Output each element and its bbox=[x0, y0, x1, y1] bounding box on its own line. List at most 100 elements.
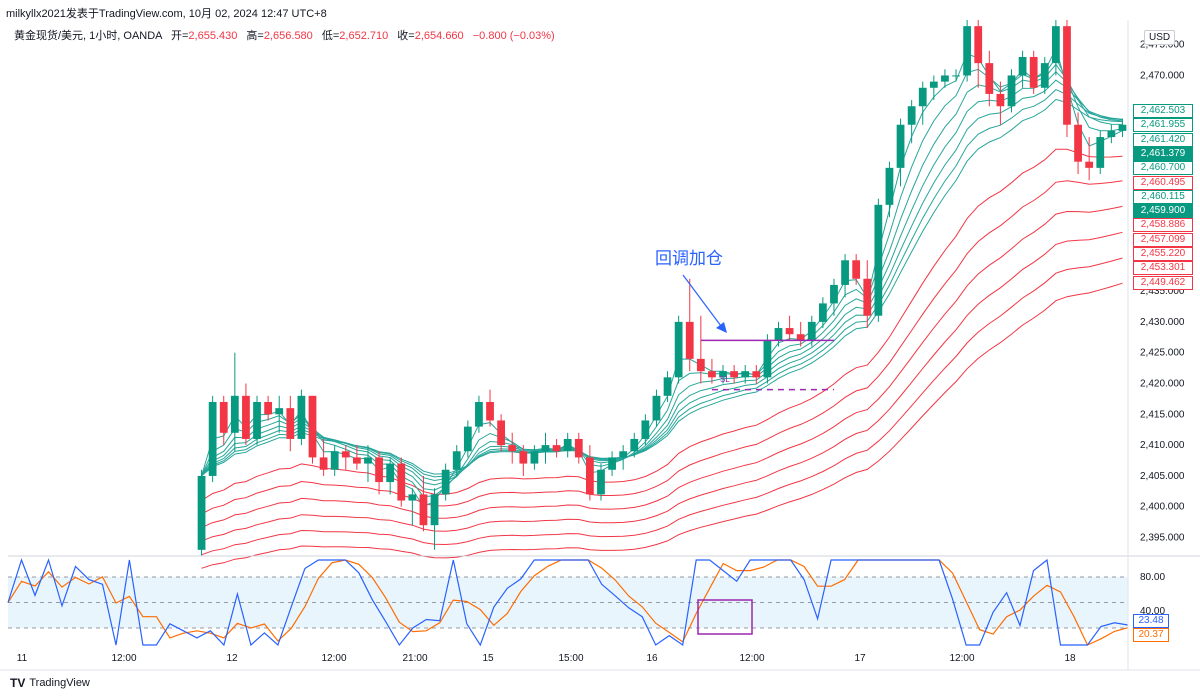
candle-body bbox=[508, 445, 517, 452]
annotation-text[interactable]: 回调加仓 bbox=[655, 249, 723, 269]
candle-body bbox=[1074, 124, 1082, 162]
ema-slow-line bbox=[201, 231, 1123, 542]
candle-body bbox=[985, 63, 994, 94]
low-label: 低= bbox=[321, 30, 340, 42]
price-tick-label: 2,405.000 bbox=[1140, 471, 1185, 482]
time-tick-label: 15 bbox=[482, 653, 494, 664]
footer-brand[interactable]: TV TradingView bbox=[10, 676, 90, 690]
candle-body bbox=[1007, 75, 1016, 107]
candle-body bbox=[286, 408, 295, 439]
price-tick-label: 2,395.000 bbox=[1140, 533, 1185, 544]
candle-body bbox=[874, 204, 883, 316]
price-tag: 2,457.099 bbox=[1133, 232, 1193, 247]
price-tag: 2,453.301 bbox=[1133, 261, 1193, 276]
candle-body bbox=[419, 494, 428, 526]
candle-body bbox=[719, 371, 727, 378]
candle-body bbox=[641, 420, 650, 439]
ema-fast-line bbox=[201, 71, 1123, 486]
ema-fast-line bbox=[201, 98, 1123, 477]
price-tick-label: 2,415.000 bbox=[1140, 409, 1185, 420]
time-tick-label: 15:00 bbox=[558, 653, 583, 664]
candle-body bbox=[1018, 56, 1027, 76]
ema-slow-line bbox=[201, 180, 1123, 515]
candle-body bbox=[785, 328, 794, 335]
price-tick-label: 2,435.000 bbox=[1140, 286, 1185, 297]
change-value: −0.800 (−0.03%) bbox=[472, 30, 555, 42]
candle-body bbox=[685, 321, 694, 359]
candle-body bbox=[585, 457, 594, 495]
chart-drawings bbox=[682, 274, 834, 391]
symbol-legend[interactable]: 黄金现货/美元, 1小时, OANDA 开=2,655.430 高=2,656.… bbox=[14, 27, 555, 43]
candle-body bbox=[763, 340, 772, 378]
time-tick-label: 18 bbox=[1064, 653, 1076, 664]
candle-body bbox=[1051, 26, 1060, 64]
candle-body bbox=[1029, 56, 1038, 88]
ema-ribbon-slow bbox=[201, 148, 1123, 569]
candle-body bbox=[696, 358, 705, 372]
price-tag: 2,460.115 bbox=[1133, 189, 1193, 204]
oscillator-value-tag: 20.37 bbox=[1133, 628, 1169, 642]
candle-body bbox=[619, 451, 628, 458]
open-value: 2,655.430 bbox=[188, 30, 238, 42]
candle-body bbox=[319, 457, 328, 470]
high-label: 高= bbox=[246, 30, 264, 42]
price-tick-label: 2,400.000 bbox=[1140, 502, 1185, 513]
ema-fast-line bbox=[201, 79, 1123, 482]
candle-body bbox=[364, 457, 372, 464]
high-value: 2,656.580 bbox=[263, 30, 313, 42]
candle-body bbox=[941, 75, 949, 82]
close-label: 收= bbox=[397, 30, 415, 42]
time-tick-label: 21:00 bbox=[402, 653, 427, 664]
price-tick-label: 2,475.000 bbox=[1140, 40, 1185, 51]
candlestick-series bbox=[197, 20, 1127, 556]
candle-body bbox=[608, 457, 616, 470]
symbol-name[interactable]: 黄金现货/美元, 1小时, OANDA bbox=[14, 30, 162, 42]
candle-body bbox=[497, 420, 506, 446]
ema-ribbon-fast bbox=[201, 47, 1123, 508]
price-tag: 2,449.462 bbox=[1133, 275, 1193, 290]
time-tick-label: 12:00 bbox=[111, 653, 136, 664]
low-value: 2,652.710 bbox=[339, 30, 389, 42]
ema-fast-line bbox=[201, 63, 1123, 491]
price-tick-label: 2,410.000 bbox=[1140, 440, 1185, 451]
tradingview-logo-icon: TV bbox=[10, 676, 26, 690]
time-tick-label: 12:00 bbox=[949, 653, 974, 664]
ema-slow-line bbox=[201, 205, 1123, 529]
candle-body bbox=[253, 401, 261, 439]
candle-body bbox=[630, 438, 639, 452]
candle-body bbox=[1118, 124, 1127, 131]
candle-body bbox=[708, 371, 716, 378]
time-tick-label: 12 bbox=[226, 653, 238, 664]
candle-body bbox=[974, 26, 983, 64]
candle-body bbox=[308, 395, 317, 458]
candle-body bbox=[519, 451, 528, 464]
annotation-arrow bbox=[682, 274, 725, 331]
candle-body bbox=[208, 401, 217, 476]
candle-body bbox=[386, 463, 395, 483]
candle-body bbox=[1107, 130, 1116, 138]
candle-body bbox=[463, 426, 472, 452]
oscillator-pane: 80.00 40.00 bbox=[7, 558, 1165, 647]
time-tick-label: 16 bbox=[646, 653, 658, 664]
price-tag: 2,461.379 bbox=[1133, 146, 1193, 161]
candle-body bbox=[652, 395, 661, 421]
candle-body bbox=[352, 457, 361, 464]
axes: 2,475.000 2,470.000 2,435.000 2,430.000 2,42… bbox=[0, 20, 1200, 671]
candle-body bbox=[230, 395, 239, 433]
price-tag: 2,461.955 bbox=[1133, 118, 1193, 133]
time-tick-label: 12:00 bbox=[739, 653, 764, 664]
candle-body bbox=[929, 81, 938, 88]
price-tag: 2,462.503 bbox=[1133, 104, 1193, 118]
stop-loss-label: SL bbox=[720, 375, 730, 384]
price-tick-label: 2,425.000 bbox=[1140, 348, 1185, 359]
time-tick-label: 12:00 bbox=[321, 653, 346, 664]
candle-body bbox=[441, 469, 450, 495]
candle-body bbox=[896, 124, 905, 168]
time-tick-label: 11 bbox=[17, 653, 28, 664]
candle-body bbox=[1085, 161, 1094, 168]
candle-body bbox=[242, 395, 250, 439]
candle-body bbox=[297, 395, 306, 439]
candle-body bbox=[963, 26, 972, 76]
currency-label[interactable]: USD bbox=[1144, 30, 1176, 45]
